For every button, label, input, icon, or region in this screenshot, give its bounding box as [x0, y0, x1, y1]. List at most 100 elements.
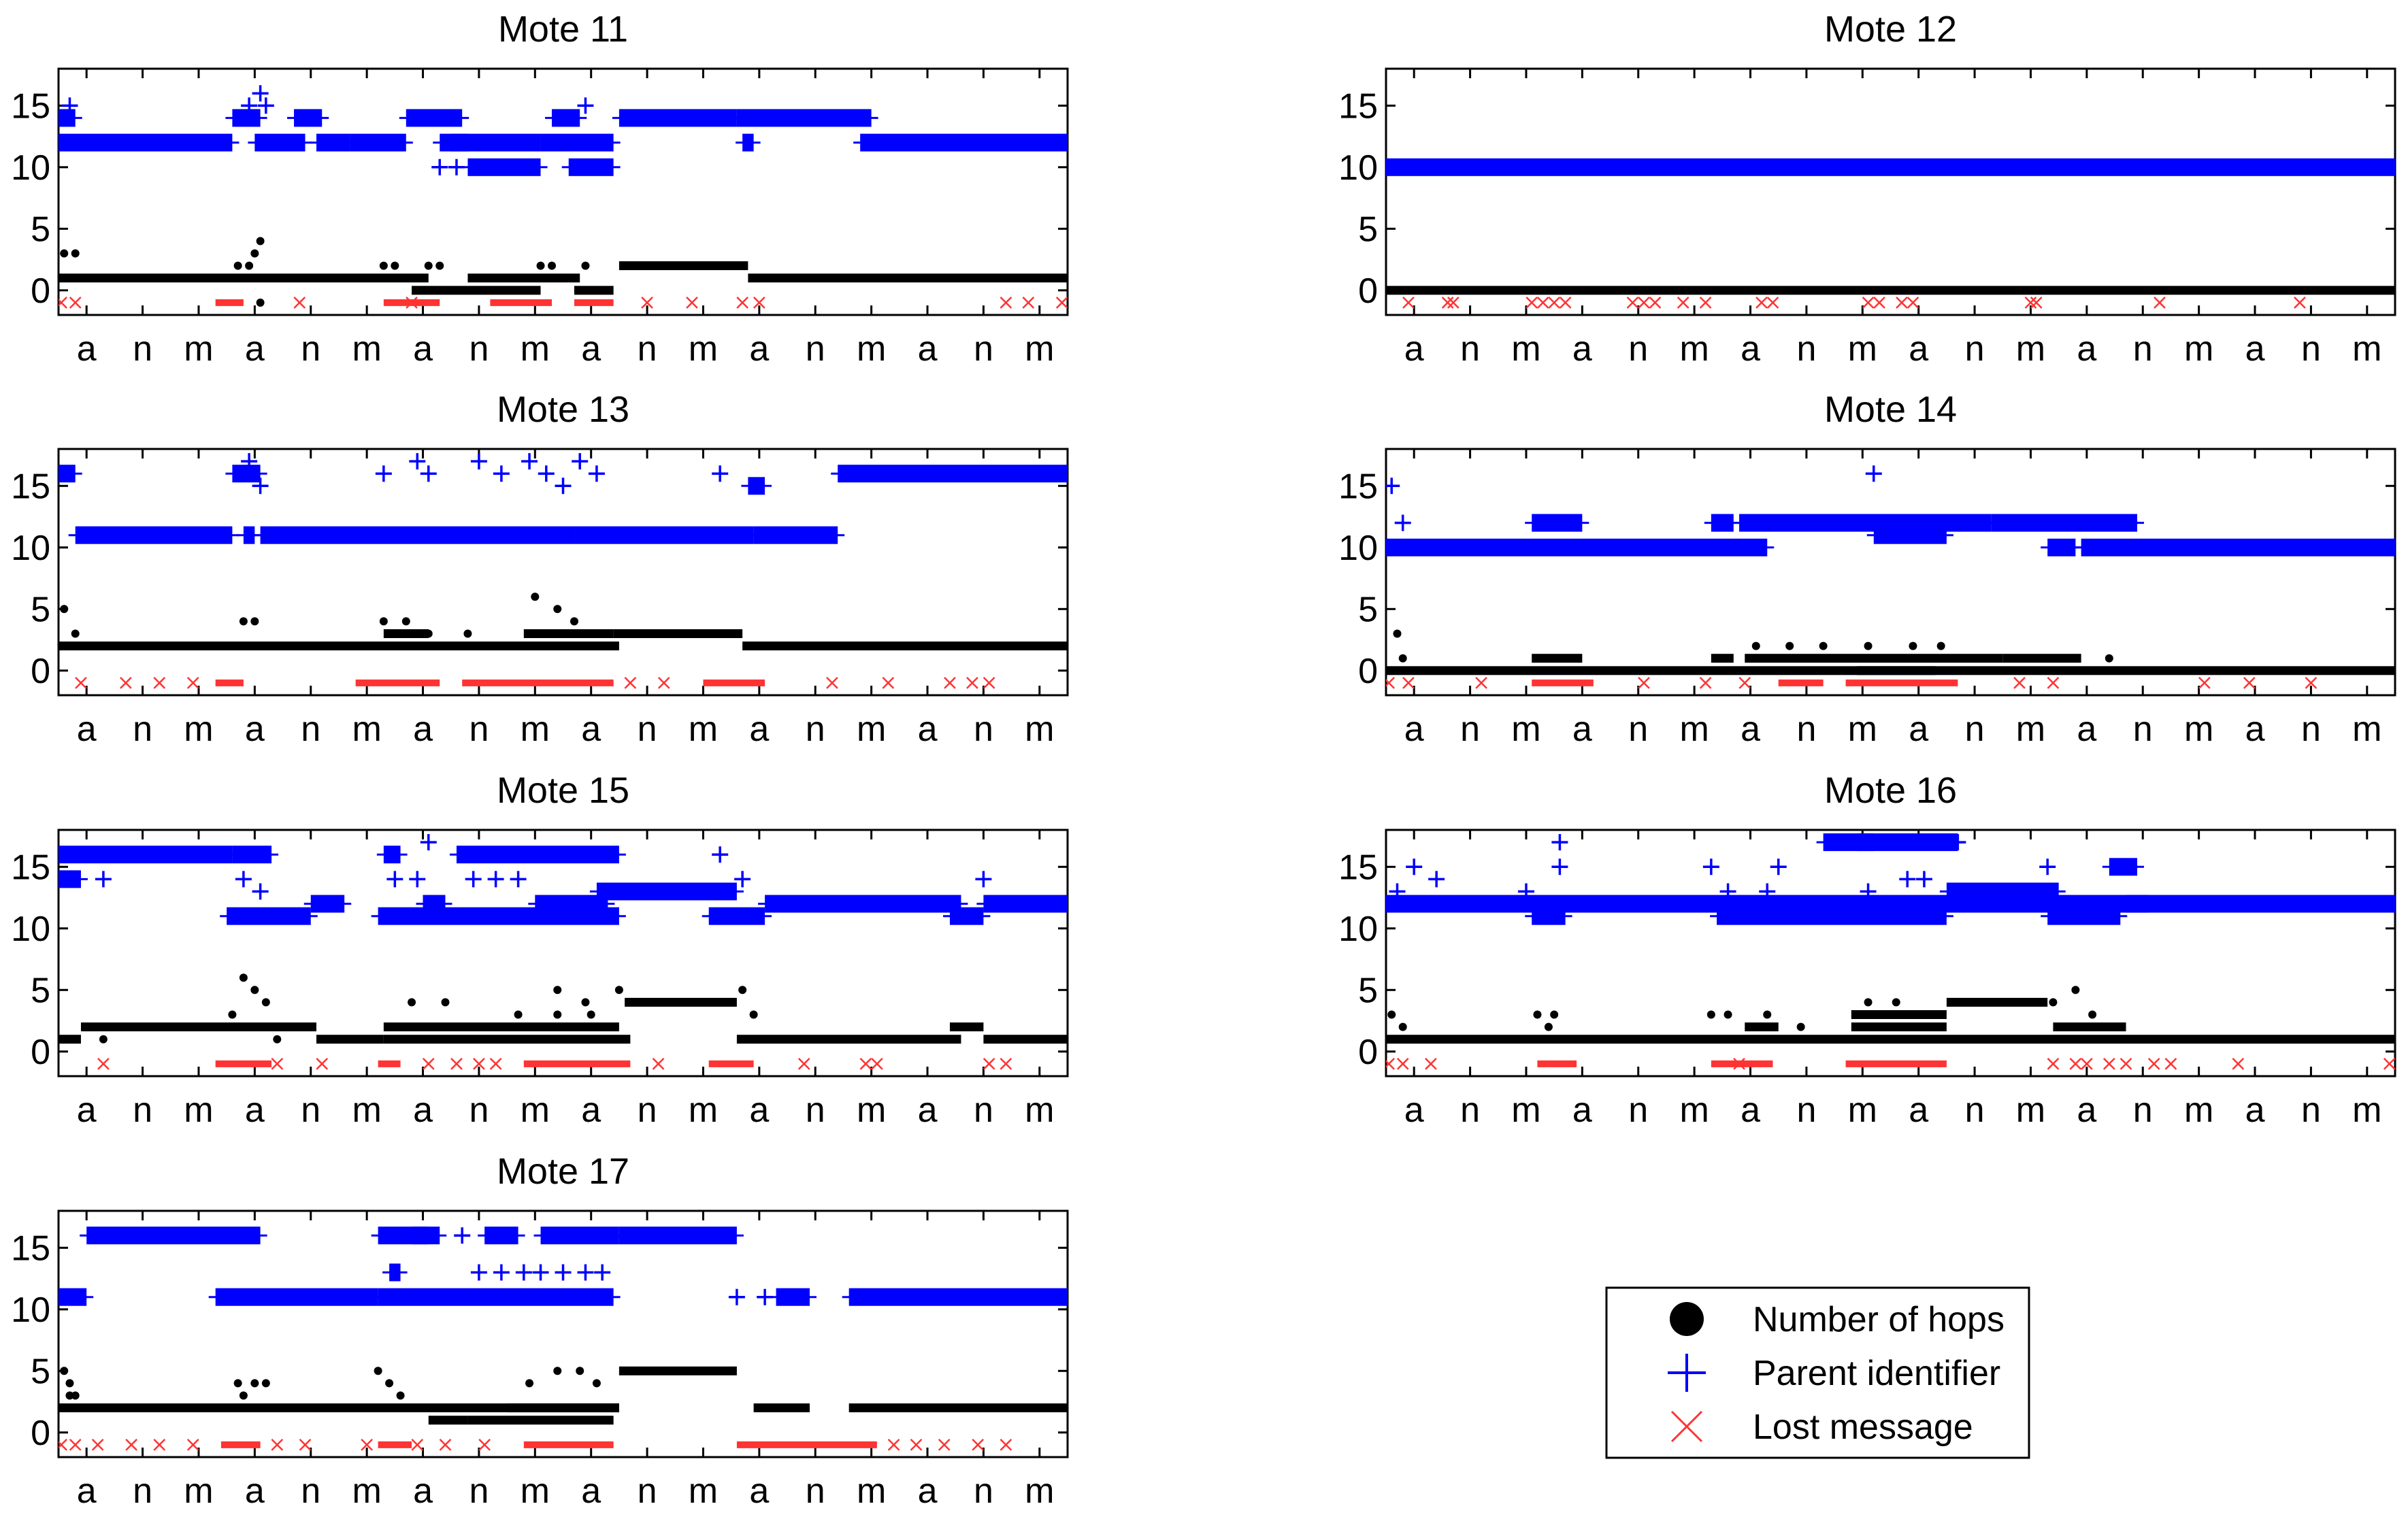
x-tick-label: a	[2245, 1090, 2265, 1130]
lost-point	[1626, 297, 1639, 309]
hops-point	[379, 261, 388, 270]
hops-point	[553, 1367, 562, 1375]
hops-band	[625, 997, 737, 1007]
lost-band	[736, 1441, 877, 1448]
lost-point	[1402, 677, 1415, 689]
hops-point	[1864, 641, 1873, 650]
x-tick-label: a	[413, 1471, 433, 1511]
hops-band	[1745, 1022, 1779, 1032]
x-tick-label: a	[1404, 710, 1424, 749]
legend: Number of hops Parent identifier Lost mess…	[1605, 1286, 2030, 1459]
x-tick-label: a	[1572, 329, 1592, 369]
parent-point	[257, 97, 274, 114]
lost-point	[1755, 297, 1768, 309]
hops-point	[531, 592, 540, 601]
plot-data	[59, 85, 1068, 309]
lost-point	[2024, 297, 2037, 309]
x-tick-label: m	[2184, 710, 2213, 749]
x-tick-label: m	[352, 329, 381, 369]
hops-point	[1936, 641, 1945, 650]
hops-point	[379, 617, 388, 626]
parent-point	[454, 1227, 471, 1244]
lost-point	[2232, 1058, 2245, 1070]
parent-point	[241, 97, 258, 114]
lost-point	[1000, 1058, 1012, 1070]
lost-point	[1386, 677, 1396, 689]
parent-point	[538, 465, 555, 482]
y-tick-label: 15	[11, 848, 50, 887]
x-tick-label: n	[1965, 1090, 1985, 1130]
x-tick-label: m	[352, 710, 381, 749]
x-tick-label: n	[2301, 1090, 2321, 1130]
x-tick-label: m	[689, 329, 718, 369]
x-tick-label: n	[301, 710, 320, 749]
lost-point	[406, 297, 418, 309]
y-tick-label: 5	[1358, 590, 1378, 629]
hops-point	[256, 298, 265, 307]
lost-point	[2154, 297, 2166, 309]
x-tick-label: m	[2352, 1090, 2381, 1130]
parent-point	[515, 1264, 532, 1281]
x-tick-label: a	[1572, 1090, 1592, 1130]
lost-band	[1537, 1060, 1577, 1067]
parent-point	[728, 1288, 745, 1305]
x-tick-label: a	[245, 1471, 265, 1511]
lost-point	[1649, 297, 1662, 309]
lost-point	[882, 677, 895, 689]
x-tick-label: a	[1909, 329, 1928, 369]
lost-point	[422, 1058, 435, 1070]
lost-point	[2013, 677, 2026, 689]
lost-band	[215, 299, 244, 306]
lost-point	[119, 677, 132, 689]
hops-point	[65, 1379, 74, 1388]
lost-point	[2047, 677, 2060, 689]
lost-point	[1638, 297, 1650, 309]
hops-band	[619, 261, 748, 271]
hops-point	[233, 261, 242, 270]
hops-point	[441, 998, 450, 1007]
hops-point	[553, 986, 562, 995]
hops-point	[65, 1391, 74, 1400]
parent-point	[241, 453, 258, 470]
parent-point	[757, 1288, 774, 1305]
lost-point	[641, 297, 653, 309]
hops-point	[1723, 1010, 1732, 1019]
legend-hops-marker	[1670, 1302, 1704, 1336]
x-tick-label: m	[352, 1090, 381, 1130]
hops-band	[742, 641, 1068, 651]
x-tick-label: a	[1909, 710, 1928, 749]
hops-point	[2071, 986, 2080, 995]
parent-point	[252, 883, 269, 900]
hops-band	[383, 1022, 619, 1032]
x-tick-label: m	[2016, 1090, 2045, 1130]
lost-point	[1022, 297, 1035, 309]
hops-point	[71, 629, 80, 638]
hops-point	[290, 1022, 299, 1031]
hops-band	[467, 273, 580, 283]
x-tick-label: a	[581, 1090, 601, 1130]
lost-point	[972, 1439, 985, 1451]
y-tick-label: 15	[1338, 86, 1378, 126]
hops-point	[525, 1379, 534, 1388]
x-tick-label: m	[1025, 329, 1054, 369]
lost-point	[2120, 1058, 2132, 1070]
lost-point	[966, 677, 978, 689]
parent-point	[375, 465, 392, 482]
hops-point	[1892, 998, 1900, 1007]
hops-band	[574, 286, 614, 295]
lost-point	[299, 1439, 312, 1451]
x-tick-label: m	[857, 1090, 886, 1130]
x-tick-label: a	[1909, 1090, 1928, 1130]
hops-point	[261, 998, 270, 1007]
hops-band	[428, 1416, 468, 1425]
x-tick-label: m	[184, 329, 213, 369]
lost-point	[1447, 297, 1459, 309]
x-tick-label: n	[806, 710, 825, 749]
lost-point	[1536, 297, 1549, 309]
hops-band	[619, 1366, 737, 1375]
hops-point	[250, 1379, 259, 1388]
x-tick-label: a	[581, 1471, 601, 1511]
x-tick-label: m	[1025, 710, 1054, 749]
parent-point	[2112, 514, 2129, 531]
